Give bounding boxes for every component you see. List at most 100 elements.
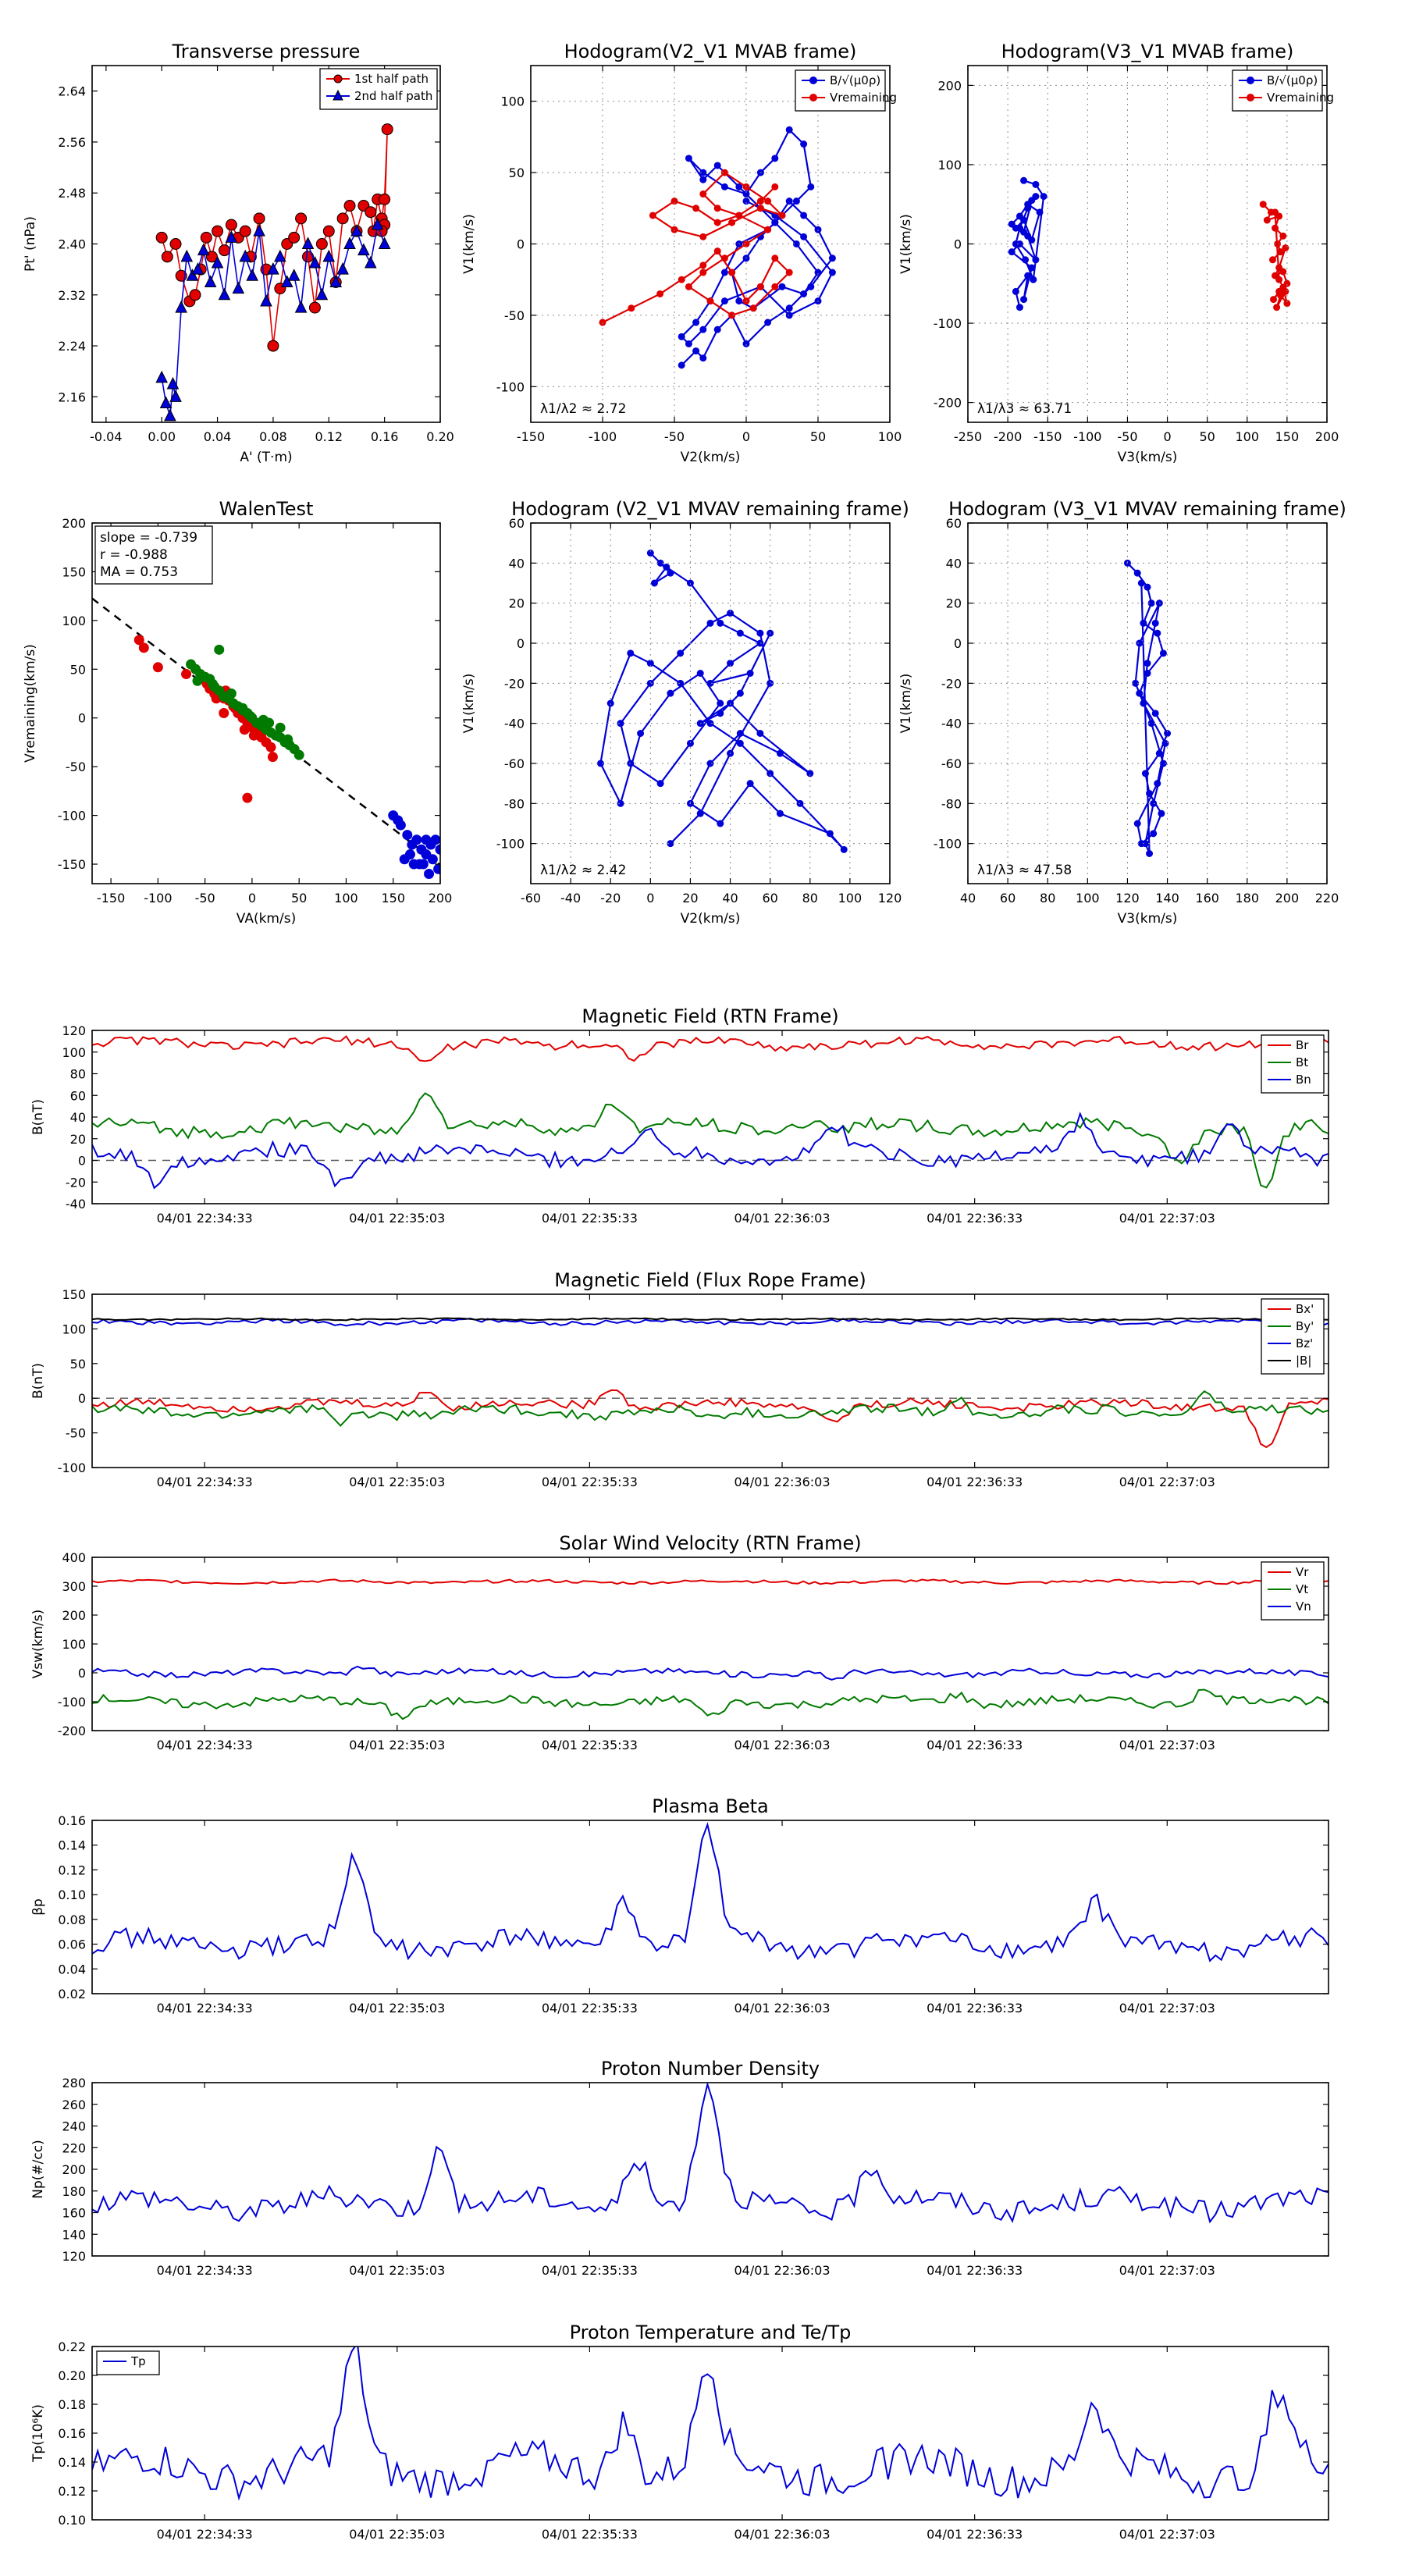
data-point bbox=[424, 869, 435, 880]
panel-ts4: Plasma Beta 0.02 0.04 0.06 0.08 0.10 0.12 0.14 0… bbox=[30, 1795, 1329, 2016]
x-tick-label: 100 bbox=[838, 891, 863, 906]
data-point bbox=[1020, 296, 1028, 304]
data-point bbox=[155, 370, 169, 383]
legend-label: Bz' bbox=[1296, 1336, 1313, 1350]
x-tick-label: 140 bbox=[1155, 891, 1179, 906]
data-point bbox=[411, 834, 422, 845]
x-tick-label: 120 bbox=[878, 891, 902, 906]
data-point bbox=[736, 629, 744, 637]
data-point bbox=[649, 212, 656, 219]
x-tick-label: 04/01 22:35:03 bbox=[349, 1211, 445, 1226]
data-point bbox=[713, 162, 721, 169]
y-tick-label: 0 bbox=[78, 1391, 86, 1406]
data-point bbox=[226, 688, 237, 699]
data-point bbox=[350, 224, 363, 237]
x-axis-label: A' (T·m) bbox=[240, 450, 292, 465]
data-point bbox=[1141, 840, 1149, 848]
data-point bbox=[800, 141, 808, 148]
y-tick-label: 0 bbox=[954, 237, 962, 252]
x-tick-label: -150 bbox=[1033, 429, 1062, 444]
x-tick-label: 04/01 22:36:03 bbox=[734, 1211, 830, 1226]
data-point bbox=[699, 326, 707, 333]
y-tick-label: -50 bbox=[504, 308, 525, 323]
data-point bbox=[1154, 629, 1161, 637]
y-axis-label: Pt' (nPa) bbox=[23, 216, 38, 272]
legend-label: Bt bbox=[1296, 1055, 1308, 1069]
y-tick-label: 0.12 bbox=[58, 2484, 86, 2499]
data-point bbox=[414, 859, 425, 870]
x-tick-label: 04/01 22:36:03 bbox=[734, 1475, 830, 1489]
data-point bbox=[260, 294, 272, 307]
x-tick-label: -20 bbox=[600, 891, 621, 906]
data-point bbox=[699, 269, 707, 276]
y-tick-label: -50 bbox=[66, 760, 86, 774]
data-point bbox=[166, 376, 180, 390]
data-point bbox=[283, 734, 293, 745]
x-tick-label: -200 bbox=[994, 429, 1022, 444]
y-tick-label: -40 bbox=[66, 1197, 86, 1212]
data-point bbox=[756, 639, 764, 647]
x-tick-label: 0 bbox=[646, 891, 654, 906]
data-point bbox=[720, 269, 728, 276]
data-point bbox=[232, 281, 245, 294]
data-point bbox=[1164, 730, 1172, 737]
y-tick-label: 120 bbox=[62, 2249, 86, 2264]
y-tick-label: 0.06 bbox=[58, 1937, 86, 1952]
data-point bbox=[756, 197, 764, 205]
y-tick-label: 300 bbox=[62, 1579, 86, 1594]
data-point bbox=[1279, 232, 1287, 240]
x-tick-label: 04/01 22:37:03 bbox=[1119, 1475, 1215, 1489]
data-point bbox=[667, 840, 674, 848]
chart-title: Transverse pressure bbox=[172, 41, 361, 62]
data-point bbox=[1140, 699, 1147, 707]
axes-frame bbox=[91, 1820, 1329, 1994]
data-point bbox=[343, 200, 356, 212]
x-axis-label: VA(km/s) bbox=[237, 911, 296, 927]
data-point bbox=[736, 730, 744, 737]
data-point bbox=[189, 289, 201, 301]
data-group bbox=[92, 2083, 1329, 2224]
series-line-Vt bbox=[92, 1688, 1329, 1720]
x-tick-label: 150 bbox=[1275, 429, 1300, 444]
data-point bbox=[175, 300, 187, 313]
data-point bbox=[287, 269, 301, 281]
y-tick-label: -80 bbox=[504, 796, 525, 811]
x-tick-label: 120 bbox=[1115, 891, 1140, 906]
data-point bbox=[1159, 760, 1167, 767]
x-tick-label: 0.04 bbox=[204, 429, 232, 444]
y-tick-label: 100 bbox=[62, 1045, 86, 1060]
data-point bbox=[771, 254, 779, 262]
x-tick-label: 60 bbox=[762, 891, 777, 906]
eigen-ratio-label: λ1/λ2 ≈ 2.42 bbox=[540, 863, 626, 878]
data-group bbox=[92, 597, 440, 880]
eigen-ratio-label: λ1/λ2 ≈ 2.72 bbox=[540, 401, 626, 417]
x-tick-label: 50 bbox=[291, 891, 307, 906]
data-point bbox=[720, 169, 728, 176]
y-tick-label: 0.10 bbox=[58, 2513, 86, 2528]
y-tick-label: 100 bbox=[937, 158, 962, 173]
legend-marker bbox=[809, 76, 817, 84]
chart-title: Proton Temperature and Te/Tp bbox=[570, 2322, 852, 2343]
data-point bbox=[430, 834, 440, 845]
data-point bbox=[294, 300, 308, 313]
data-point bbox=[713, 247, 721, 255]
data-point bbox=[1028, 236, 1036, 244]
y-tick-label: -50 bbox=[66, 1426, 86, 1441]
data-point bbox=[678, 333, 685, 340]
x-tick-label: 04/01 22:34:33 bbox=[157, 2527, 253, 2542]
y-tick-label: 0.22 bbox=[58, 2339, 86, 2354]
x-tick-label: -250 bbox=[954, 429, 982, 444]
data-point bbox=[343, 237, 356, 249]
x-tick-label: 04/01 22:35:03 bbox=[349, 2001, 445, 2016]
data-point bbox=[1151, 619, 1159, 627]
data-point bbox=[1268, 256, 1276, 264]
y-tick-label: -100 bbox=[496, 379, 525, 394]
y-axis-label: V1(km/s) bbox=[898, 214, 914, 274]
y-tick-label: -40 bbox=[504, 717, 525, 731]
regression-line bbox=[92, 597, 440, 866]
x-tick-label: -100 bbox=[589, 429, 617, 444]
y-tick-label: 60 bbox=[70, 1088, 86, 1103]
data-point bbox=[1146, 850, 1154, 857]
y-tick-label: -80 bbox=[941, 796, 962, 811]
data-point bbox=[699, 354, 707, 362]
